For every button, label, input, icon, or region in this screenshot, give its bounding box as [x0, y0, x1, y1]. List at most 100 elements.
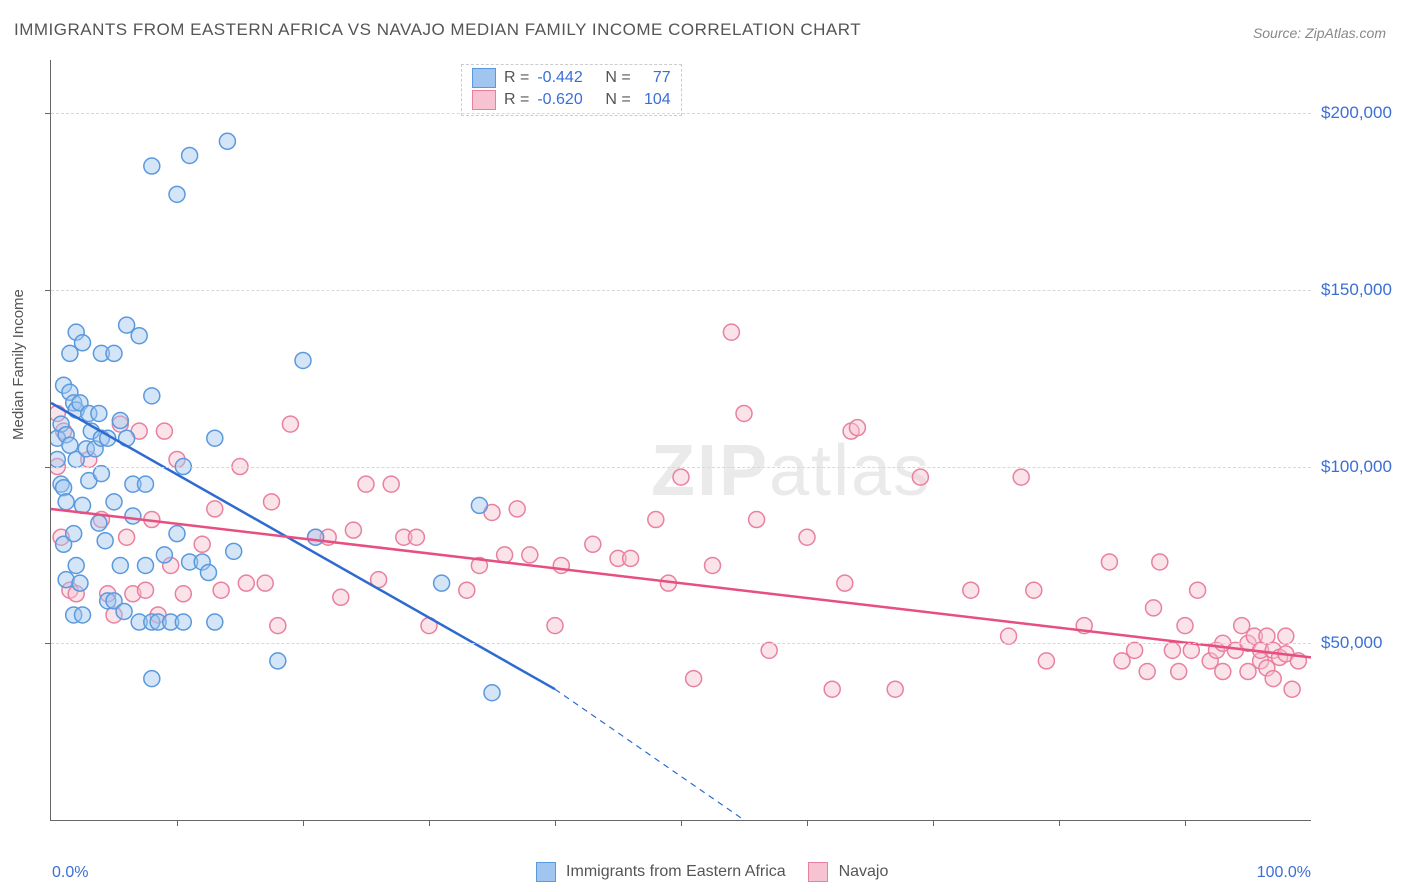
y-axis-label: Median Family Income [10, 289, 27, 440]
data-point [459, 582, 475, 598]
data-point [673, 469, 689, 485]
data-point [175, 614, 191, 630]
data-point [264, 494, 280, 510]
legend-swatch-a [472, 68, 496, 88]
data-point [106, 494, 122, 510]
legend-swatch-bottom-b [808, 862, 828, 882]
chart-title: IMMIGRANTS FROM EASTERN AFRICA VS NAVAJO… [14, 20, 861, 40]
data-point [144, 158, 160, 174]
data-point [345, 522, 361, 538]
data-point [1139, 664, 1155, 680]
x-tick [933, 820, 934, 826]
y-tick-label: $200,000 [1321, 103, 1401, 123]
x-tick [177, 820, 178, 826]
trend-line [51, 403, 555, 689]
data-point [182, 147, 198, 163]
x-tick [429, 820, 430, 826]
legend-n-value-b: 104 [639, 91, 671, 109]
data-point [1101, 554, 1117, 570]
data-point [282, 416, 298, 432]
data-point [849, 420, 865, 436]
data-point [156, 423, 172, 439]
x-tick [555, 820, 556, 826]
data-point [270, 618, 286, 634]
data-point [1284, 681, 1300, 697]
data-point [434, 575, 450, 591]
data-point [522, 547, 538, 563]
data-point [1146, 600, 1162, 616]
data-point [72, 575, 88, 591]
data-point [51, 451, 65, 467]
data-point [1190, 582, 1206, 598]
data-point [144, 388, 160, 404]
legend-n-value-a: 77 [639, 69, 671, 87]
data-point [138, 557, 154, 573]
gridline [51, 290, 1311, 291]
data-point [75, 335, 91, 351]
data-point [169, 526, 185, 542]
data-point [547, 618, 563, 634]
data-point [226, 543, 242, 559]
gridline [51, 467, 1311, 468]
data-point [112, 557, 128, 573]
data-point [106, 345, 122, 361]
data-point [749, 512, 765, 528]
data-point [408, 529, 424, 545]
legend-swatch-bottom-a [536, 862, 556, 882]
y-tick-label: $50,000 [1321, 633, 1401, 653]
x-tick [1185, 820, 1186, 826]
legend-row-series-b: R = -0.620 N = 104 [472, 89, 671, 111]
y-tick [45, 643, 51, 644]
data-point [358, 476, 374, 492]
y-tick-label: $100,000 [1321, 457, 1401, 477]
data-point [736, 405, 752, 421]
data-point [91, 405, 107, 421]
data-point [837, 575, 853, 591]
data-point [97, 533, 113, 549]
data-point [138, 476, 154, 492]
data-point [1013, 469, 1029, 485]
data-point [66, 526, 82, 542]
legend-swatch-b [472, 90, 496, 110]
data-point [887, 681, 903, 697]
data-point [270, 653, 286, 669]
data-point [125, 508, 141, 524]
chart-container: IMMIGRANTS FROM EASTERN AFRICA VS NAVAJO… [0, 0, 1406, 892]
legend-row-series-a: R = -0.442 N = 77 [472, 67, 671, 89]
data-point [333, 589, 349, 605]
data-point [201, 565, 217, 581]
data-point [1152, 554, 1168, 570]
legend-label-a: Immigrants from Eastern Africa [566, 863, 786, 880]
legend-r-value-a: -0.442 [537, 69, 597, 87]
data-point [484, 685, 500, 701]
plot-area: ZIPatlas R = -0.442 N = 77 R = -0.620 N … [50, 60, 1311, 821]
data-point [144, 671, 160, 687]
x-tick [303, 820, 304, 826]
data-point [207, 614, 223, 630]
data-point [112, 413, 128, 429]
data-point [799, 529, 815, 545]
legend-r-value-b: -0.620 [537, 91, 597, 109]
data-point [56, 480, 72, 496]
chart-svg [51, 60, 1311, 820]
data-point [623, 550, 639, 566]
data-point [648, 512, 664, 528]
data-point [131, 328, 147, 344]
data-point [58, 494, 74, 510]
data-point [213, 582, 229, 598]
data-point [119, 529, 135, 545]
data-point [1278, 628, 1294, 644]
correlation-legend: R = -0.442 N = 77 R = -0.620 N = 104 [461, 64, 682, 116]
data-point [1026, 582, 1042, 598]
data-point [156, 547, 172, 563]
data-point [1001, 628, 1017, 644]
series-legend: Immigrants from Eastern Africa Navajo [0, 862, 1406, 882]
legend-r-label-a: R = [504, 69, 529, 87]
data-point [93, 466, 109, 482]
data-point [1265, 671, 1281, 687]
x-tick [807, 820, 808, 826]
data-point [553, 557, 569, 573]
data-point [238, 575, 254, 591]
data-point [383, 476, 399, 492]
gridline [51, 643, 1311, 644]
